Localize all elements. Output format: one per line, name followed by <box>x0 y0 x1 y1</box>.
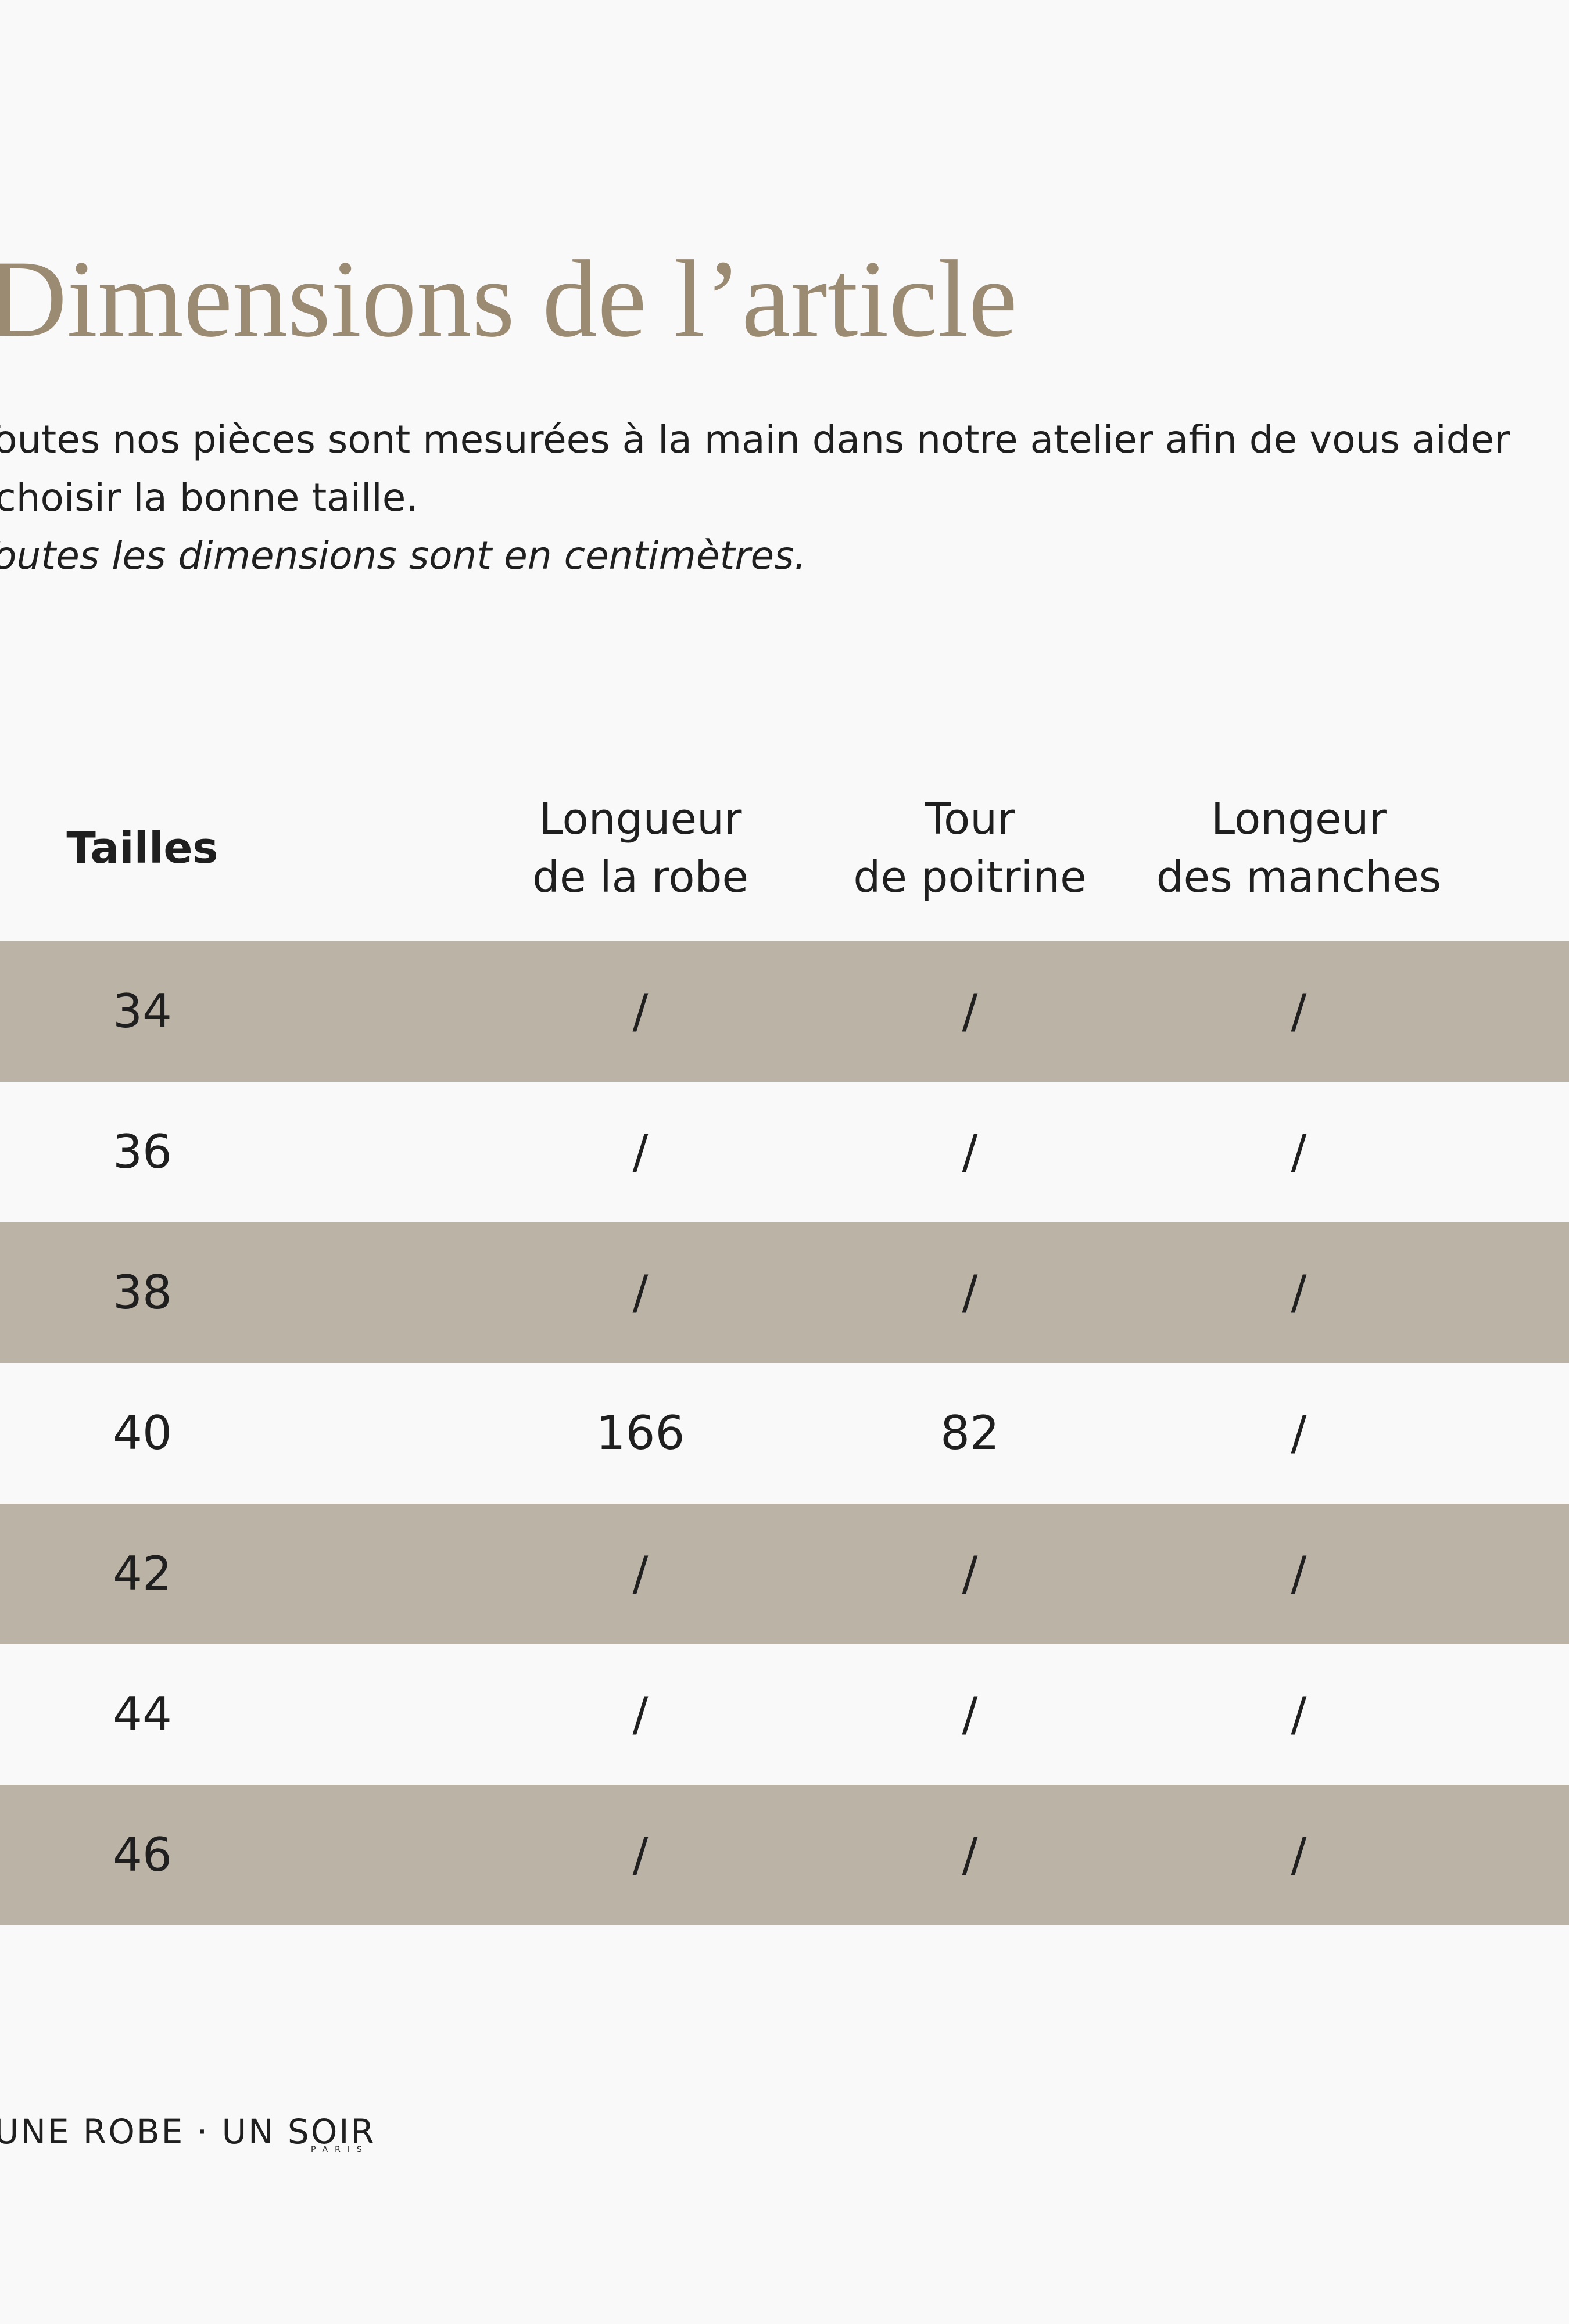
column-header-line: Tailles <box>66 823 218 873</box>
measure-cell: / <box>1291 1406 1307 1460</box>
column-header-line: Tour <box>925 794 1015 844</box>
table-row: 34 / / / <box>0 941 1569 1082</box>
measure-cell: / <box>1291 984 1307 1038</box>
table-row: 46 / / / <box>0 1785 1569 1925</box>
column-header: Tour de poitrine <box>853 790 1086 906</box>
measure-cell: / <box>962 1547 978 1601</box>
column-header-line: Longeur <box>1211 794 1387 844</box>
measure-cell: / <box>962 1687 978 1741</box>
measure-cell: / <box>962 1265 978 1319</box>
size-table: Tailles Longueur de la robe Tour de poitrine… <box>0 755 1569 1975</box>
size-cell: 42 <box>113 1547 172 1601</box>
size-cell: 38 <box>113 1265 172 1319</box>
measure-cell: / <box>1291 1687 1307 1741</box>
measure-cell: / <box>632 1265 649 1319</box>
intro-note: Toutes les dimensions sont en centimètre… <box>0 533 807 578</box>
brand-logo: UNE ROBE · UN SOIR <box>0 2112 376 2151</box>
column-header: Longueur de la robe <box>532 790 748 906</box>
measure-cell: / <box>962 1125 978 1179</box>
size-cell: 36 <box>113 1125 172 1179</box>
size-cell: 40 <box>113 1406 172 1460</box>
column-header-line: de la robe <box>532 852 749 902</box>
table-row: 42 / / / <box>0 1504 1569 1644</box>
measure-cell: / <box>1291 1265 1307 1319</box>
measure-cell: / <box>632 1125 649 1179</box>
column-header: Longeur des manches <box>1156 790 1442 906</box>
measure-cell: / <box>1291 1828 1307 1882</box>
column-header-line: des manches <box>1156 852 1442 902</box>
measure-cell: / <box>962 984 978 1038</box>
intro-text: à choisir la bonne taille. <box>0 475 418 520</box>
measure-cell: / <box>962 1828 978 1882</box>
measure-cell: / <box>632 1687 649 1741</box>
table-row: 44 / / / <box>0 1644 1569 1785</box>
measure-cell: / <box>632 984 649 1038</box>
table-row: 36 / / / <box>0 1082 1569 1222</box>
measure-cell: 166 <box>596 1406 685 1460</box>
table-row: 40 166 82 / <box>0 1363 1569 1504</box>
measure-cell: / <box>632 1828 649 1882</box>
page-title: Dimensions de l’article <box>0 238 1018 360</box>
size-cell: 44 <box>113 1687 172 1741</box>
column-header-line: Longueur <box>539 794 742 844</box>
column-header-line: de poitrine <box>853 852 1087 902</box>
brand-city: PARIS <box>311 2145 369 2154</box>
intro-text: Toutes nos pièces sont mesurées à la mai… <box>0 417 1510 462</box>
measure-cell: / <box>1291 1125 1307 1179</box>
size-cell: 46 <box>113 1828 172 1882</box>
measure-cell: 82 <box>940 1406 1000 1460</box>
table-row: 38 / / / <box>0 1222 1569 1363</box>
measure-cell: / <box>1291 1547 1307 1601</box>
column-header: Tailles <box>66 819 218 877</box>
size-cell: 34 <box>113 984 172 1038</box>
measure-cell: / <box>632 1547 649 1601</box>
